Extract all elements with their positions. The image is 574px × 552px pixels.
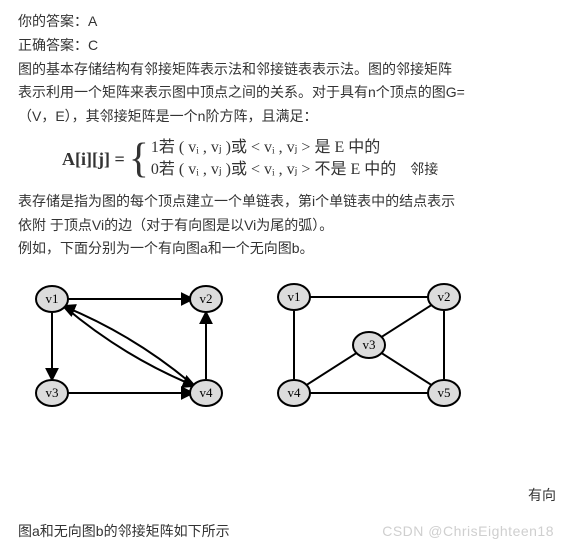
para1-line1: 图的基本存储结构有邻接矩阵表示法和邻接链表表示法。图的邻接矩阵 xyxy=(18,58,556,82)
correct-answer-label: 正确答案： xyxy=(18,37,88,53)
adjacency-label: 邻接 xyxy=(410,158,438,182)
watermark: CSDN @ChrisEighteen18 xyxy=(382,520,554,544)
correct-answer-line: 正确答案：C xyxy=(18,34,556,58)
node-label: v3 xyxy=(46,385,59,400)
formula-case2: 0若 ( vᵢ , vⱼ )或 < vᵢ , vⱼ > 不是 E 中的 xyxy=(151,159,396,181)
correct-answer-value: C xyxy=(88,37,98,53)
formula-lhs: A[i][j] = xyxy=(62,144,125,175)
directed-label: 有向 xyxy=(528,484,556,508)
edge xyxy=(64,306,194,385)
para2-line2: 依附 于顶点Vi的边（对于有向图是以Vi为尾的弧）。 xyxy=(18,214,556,238)
node-label: v1 xyxy=(288,289,301,304)
node-label: v1 xyxy=(46,291,59,306)
para3-line1: 例如，下面分别为一个有向图a和一个无向图b。 xyxy=(18,237,556,261)
graph-a-svg: v1 v2 v3 v4 xyxy=(24,275,234,415)
edge xyxy=(381,305,432,338)
edge xyxy=(381,353,432,386)
formula-cases: 1若 ( vᵢ , vⱼ )或 < vᵢ , vⱼ > 是 E 中的 0若 ( … xyxy=(151,137,396,182)
node-label: v2 xyxy=(200,291,213,306)
your-answer-label: 你的答案： xyxy=(18,13,88,29)
formula-case1: 1若 ( vᵢ , vⱼ )或 < vᵢ , vⱼ > 是 E 中的 xyxy=(151,137,396,159)
brace-icon: { xyxy=(129,138,149,180)
node-label: v4 xyxy=(288,385,302,400)
graphs-row: v1 v2 v3 v4 v1 v2 v3 v4 v5 xyxy=(24,275,556,423)
formula-block: A[i][j] = { 1若 ( vᵢ , vⱼ )或 < vᵢ , vⱼ > … xyxy=(18,137,556,182)
footer-line: 图a和无向图b的邻接矩阵如下所示 xyxy=(18,520,230,544)
graph-b: v1 v2 v3 v4 v5 xyxy=(264,275,474,423)
node-label: v3 xyxy=(363,337,376,352)
edge xyxy=(306,353,357,386)
para1-line3: （V，E），其邻接矩阵是一个n阶方阵，且满足： xyxy=(18,105,556,129)
graph-a: v1 v2 v3 v4 xyxy=(24,275,234,423)
node-label: v5 xyxy=(438,385,451,400)
node-label: v2 xyxy=(438,289,451,304)
your-answer-line: 你的答案：A xyxy=(18,10,556,34)
para1-line2: 表示利用一个矩阵来表示图中顶点之间的关系。对于具有n个顶点的图G= xyxy=(18,81,556,105)
para2-line1: 表存储是指为图的每个顶点建立一个单链表，第i个单链表中的结点表示 xyxy=(18,190,556,214)
node-label: v4 xyxy=(200,385,214,400)
graph-b-svg: v1 v2 v3 v4 v5 xyxy=(264,275,474,415)
edge xyxy=(64,306,194,385)
your-answer-value: A xyxy=(88,13,97,29)
